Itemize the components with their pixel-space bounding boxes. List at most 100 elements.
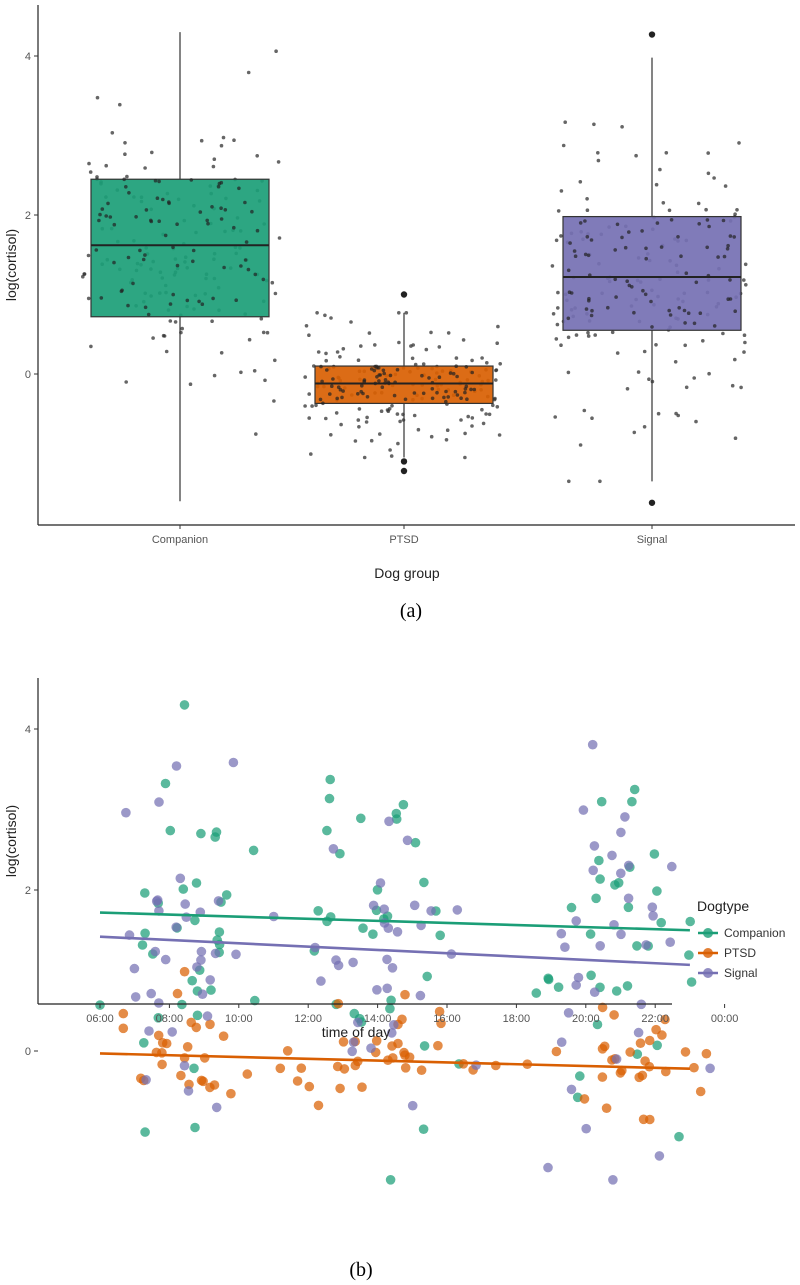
jitter-point	[444, 389, 448, 394]
jitter-point	[553, 415, 557, 419]
x-tick-label: 18:00	[503, 1013, 531, 1025]
jitter-point	[632, 310, 636, 315]
point-ptsd	[172, 988, 183, 999]
point-signal	[648, 911, 658, 921]
jitter-point	[367, 331, 372, 335]
jitter-point	[644, 246, 648, 251]
y-tick-label: 2	[25, 885, 31, 897]
jitter-point	[620, 235, 624, 240]
jitter-point	[421, 362, 426, 366]
point-ptsd	[635, 1038, 646, 1048]
point-ptsd	[436, 1018, 446, 1029]
point-signal	[409, 900, 420, 911]
jitter-point	[676, 413, 680, 418]
jitter-point	[437, 375, 442, 380]
jitter-point	[303, 404, 307, 408]
point-companion	[189, 1063, 199, 1074]
jitter-point	[386, 409, 391, 414]
jitter-point	[307, 392, 312, 396]
jitter-point	[567, 479, 571, 484]
jitter-point	[197, 299, 201, 304]
jitter-point	[118, 102, 122, 107]
point-companion	[410, 837, 421, 848]
jitter-point	[463, 455, 467, 460]
point-companion	[325, 774, 336, 785]
jitter-point	[359, 344, 363, 348]
jitter-point	[412, 391, 417, 395]
point-signal	[384, 816, 394, 827]
jitter-point	[373, 343, 377, 347]
jitter-point	[272, 399, 276, 403]
jitter-point	[304, 324, 309, 328]
point-companion	[592, 1019, 603, 1030]
point-companion	[543, 974, 554, 985]
point-ptsd	[296, 1063, 307, 1073]
jitter-point	[430, 396, 435, 401]
jitter-point	[390, 404, 394, 408]
point-signal	[654, 1151, 665, 1161]
jitter-point	[167, 201, 171, 206]
point-companion	[196, 828, 206, 839]
point-signal	[141, 1075, 151, 1085]
point-companion	[591, 893, 601, 904]
jitter-point	[127, 191, 131, 195]
jitter-point	[243, 258, 248, 262]
point-signal	[171, 922, 181, 932]
jitter-point	[398, 419, 402, 424]
point-companion	[324, 793, 335, 804]
jitter-point	[470, 424, 474, 428]
jitter-point	[632, 430, 637, 435]
jitter-point	[309, 452, 313, 456]
jitter-point	[556, 209, 561, 213]
point-ptsd	[651, 1024, 661, 1035]
x-axis-title: time of day	[322, 1024, 390, 1040]
jitter-point	[585, 208, 590, 212]
jitter-point	[216, 184, 221, 189]
jitter-point	[661, 201, 666, 205]
point-ptsd	[226, 1088, 236, 1099]
jitter-point	[334, 411, 339, 415]
jitter-point	[716, 255, 720, 259]
point-ptsd	[579, 1094, 590, 1104]
point-signal	[328, 844, 339, 854]
jitter-point	[466, 414, 471, 419]
jitter-point	[189, 178, 194, 182]
jitter-point	[219, 217, 224, 221]
jitter-point	[742, 278, 746, 282]
jitter-point	[721, 218, 726, 223]
point-companion	[611, 986, 622, 996]
jitter-point	[429, 330, 433, 335]
point-signal	[581, 1123, 591, 1134]
jitter-point	[451, 371, 456, 376]
jitter-point	[583, 252, 588, 257]
y-axis-title: log(cortisol)	[3, 229, 19, 301]
jitter-point	[99, 296, 104, 300]
jitter-point	[110, 131, 115, 135]
jitter-point	[742, 333, 747, 338]
jitter-point	[459, 396, 463, 401]
jitter-point	[119, 289, 124, 294]
point-signal	[175, 873, 186, 884]
jitter-point	[744, 283, 748, 287]
jitter-point	[650, 325, 654, 329]
point-companion	[385, 1003, 395, 1014]
jitter-point	[404, 311, 409, 315]
jitter-point	[667, 308, 671, 313]
point-companion	[566, 902, 577, 913]
point-companion	[221, 890, 232, 900]
jitter-point	[276, 160, 281, 164]
point-signal	[560, 942, 570, 952]
point-signal	[382, 983, 393, 994]
jitter-point	[701, 339, 705, 343]
jitter-point	[356, 392, 360, 396]
jitter-point	[444, 399, 448, 404]
point-signal	[171, 761, 182, 771]
jitter-point	[365, 415, 369, 420]
jitter-point	[222, 265, 226, 270]
jitter-point	[556, 290, 560, 295]
point-companion	[313, 906, 324, 916]
jitter-point	[627, 230, 631, 234]
point-signal	[379, 918, 390, 928]
point-companion	[686, 977, 697, 987]
jitter-point	[733, 212, 737, 216]
